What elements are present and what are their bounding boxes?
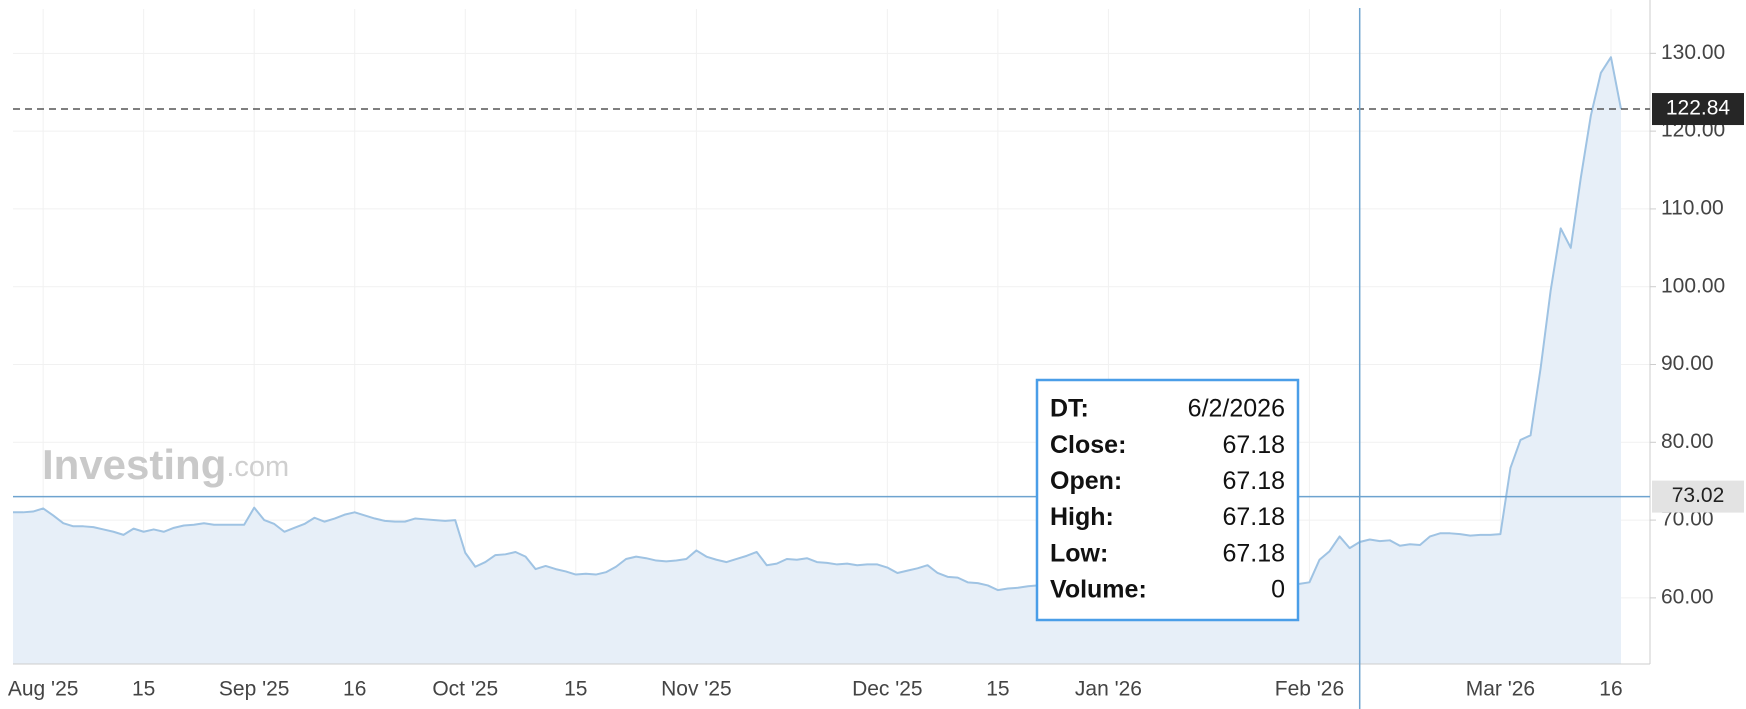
tooltip-label: DT: xyxy=(1050,395,1089,423)
x-tick-label: Oct '25 xyxy=(432,678,498,701)
tooltip-label: Open: xyxy=(1050,467,1122,495)
x-tick-label: 15 xyxy=(986,678,1009,701)
watermark-suffix: .com xyxy=(226,451,289,483)
tooltip-label: Volume: xyxy=(1050,576,1147,604)
tooltip-value: 67.18 xyxy=(1222,431,1285,459)
tooltip-value: 67.18 xyxy=(1222,503,1285,531)
x-tick-label: 15 xyxy=(132,678,155,701)
tooltip-box xyxy=(1035,378,1300,622)
last-price-label: 122.84 xyxy=(1666,97,1731,120)
y-tick-label: 110.00 xyxy=(1661,196,1724,219)
tooltip-label: High: xyxy=(1050,503,1114,531)
price-line xyxy=(13,56,1622,592)
y-tick-label: 130.00 xyxy=(1661,41,1725,64)
y-tick-label: 70.00 xyxy=(1661,508,1714,531)
tooltip-value: 0 xyxy=(1271,576,1285,604)
x-tick-label: Aug '25 xyxy=(8,678,79,701)
x-tick-label: 15 xyxy=(564,678,587,701)
x-tick-label: Sep '25 xyxy=(219,678,290,701)
y-tick-label: 60.00 xyxy=(1661,585,1714,608)
x-tick-label: 16 xyxy=(343,678,366,701)
x-tick-label: Nov '25 xyxy=(661,678,732,701)
tooltip-value: 67.18 xyxy=(1222,539,1285,567)
y-tick-label: 100.00 xyxy=(1661,274,1725,297)
last-price-box xyxy=(1652,93,1744,126)
x-tick-label: Mar '26 xyxy=(1466,678,1535,701)
x-tick-label: 16 xyxy=(1599,678,1622,701)
watermark-brand: Investing xyxy=(42,441,226,488)
x-tick-label: Dec '25 xyxy=(852,678,923,701)
y-tick-label: 90.00 xyxy=(1661,352,1714,375)
tooltip-label: Low: xyxy=(1050,539,1108,567)
crosshair-price-box xyxy=(1652,480,1744,513)
x-tick-label: Feb '26 xyxy=(1275,678,1344,701)
tooltip-value: 6/2/2026 xyxy=(1188,395,1285,423)
tooltip-label: Close: xyxy=(1050,431,1126,459)
tooltip-value: 67.18 xyxy=(1222,467,1285,495)
x-tick-label: Jan '26 xyxy=(1075,678,1142,701)
watermark: Investing.com xyxy=(42,441,289,488)
crosshair-price-label: 73.02 xyxy=(1672,484,1725,507)
area-fill xyxy=(13,57,1621,665)
y-tick-label: 80.00 xyxy=(1661,430,1714,453)
